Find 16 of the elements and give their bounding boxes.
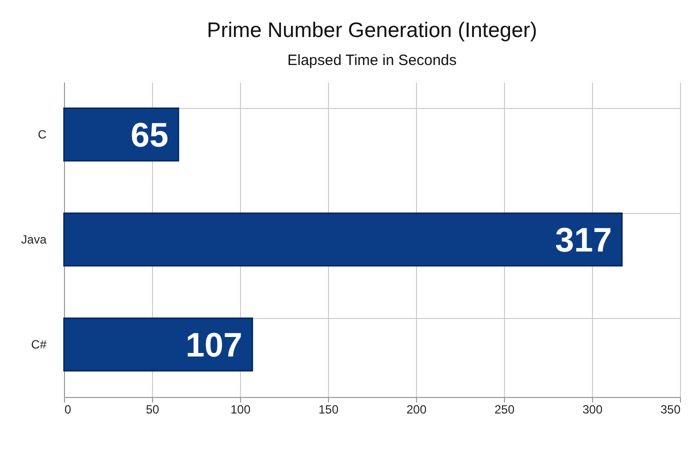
chart-title: Prime Number Generation (Integer) (206, 19, 538, 42)
x-tick-label: 0 (64, 402, 72, 416)
y-tick-label: Java (21, 232, 47, 246)
x-tick-label: 250 (494, 402, 515, 416)
data-label: 65 (130, 116, 168, 154)
data-label: 107 (186, 326, 242, 364)
x-tick-label: 300 (582, 402, 603, 416)
chart-subtitle: Elapsed Time in Seconds (287, 52, 457, 69)
x-tick-label: 150 (318, 402, 339, 416)
data-label: 317 (555, 222, 612, 260)
x-tick-label: 350 (660, 402, 681, 416)
y-tick-label: C# (31, 338, 47, 352)
x-tick-label: 100 (230, 402, 251, 416)
x-tick-label: 50 (146, 402, 160, 416)
y-tick-label: C (38, 128, 47, 142)
x-tick-label: 200 (406, 402, 427, 416)
